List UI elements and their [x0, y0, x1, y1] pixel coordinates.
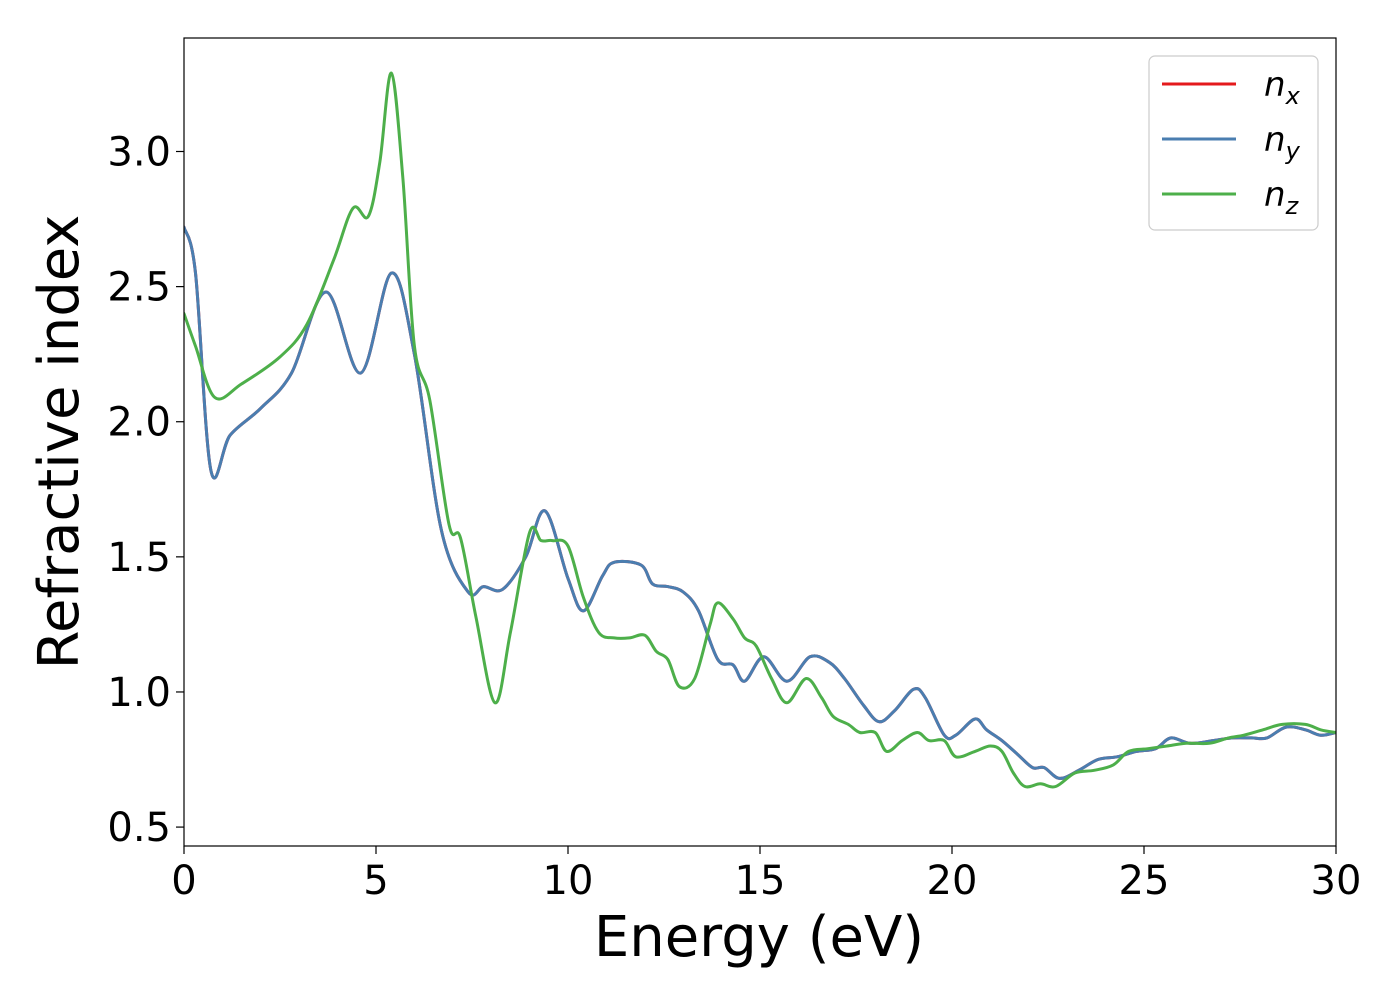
legend-entry-n_z: nz [1264, 175, 1300, 220]
series-line-n_x [184, 225, 1336, 780]
series-lines [184, 71, 1336, 789]
x-tick-label: 10 [543, 858, 594, 904]
legend-symbol: n [1264, 65, 1286, 105]
legend-entry-n_y: ny [1264, 120, 1301, 165]
legend-entry-n_x: nx [1264, 65, 1301, 110]
x-tick-label: 30 [1311, 858, 1362, 904]
y-tick-label: 1.5 [107, 535, 171, 581]
series-line-n_z [184, 71, 1336, 789]
x-tick-label: 20 [927, 858, 978, 904]
y-axis-label: Refractive index [27, 215, 92, 670]
series-line-n_y [184, 225, 1336, 780]
x-axis-label: Energy (eV) [594, 905, 924, 970]
y-tick-label: 2.0 [107, 400, 171, 446]
x-tick-label: 15 [735, 858, 786, 904]
x-tick-label: 0 [171, 858, 196, 904]
y-tick-label: 3.0 [107, 129, 171, 175]
x-tick-label: 25 [1119, 858, 1170, 904]
legend-subscript: y [1285, 137, 1301, 165]
legend-box [1148, 55, 1319, 231]
y-tick-label: 2.5 [107, 265, 171, 311]
legend-subscript: z [1285, 192, 1300, 220]
legend-symbol: n [1264, 175, 1286, 215]
y-tick-label: 1.0 [107, 670, 171, 716]
x-tick-label: 5 [363, 858, 388, 904]
legend-subscript: x [1285, 82, 1301, 110]
legend-symbol: n [1264, 120, 1286, 160]
y-tick-label: 0.5 [107, 805, 171, 851]
